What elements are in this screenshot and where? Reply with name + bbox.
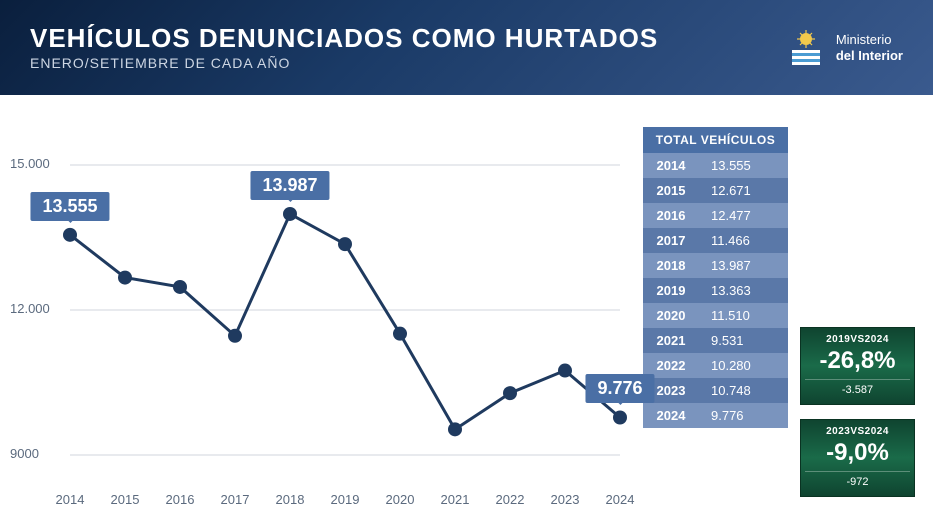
value-cell: 9.776 [699, 403, 788, 428]
value-cell: 10.748 [699, 378, 788, 403]
year-cell: 2019 [643, 278, 699, 303]
value-callout: 13.555 [30, 192, 109, 221]
table-row: 202011.510 [643, 303, 788, 328]
value-callout: 9.776 [585, 374, 654, 403]
year-cell: 2020 [643, 303, 699, 328]
year-cell: 2016 [643, 203, 699, 228]
side-panel: TOTAL VEHÍCULOS 201413.555201512.6712016… [633, 95, 933, 525]
comparison-box: 2023VS2024 -9,0% -972 [800, 419, 915, 497]
comparison-diff: -972 [805, 471, 910, 488]
value-cell: 13.363 [699, 278, 788, 303]
year-cell: 2018 [643, 253, 699, 278]
value-cell: 9.531 [699, 328, 788, 353]
comparison-box: 2019VS2024 -26,8% -3.587 [800, 327, 915, 405]
x-axis-label: 2016 [166, 492, 195, 507]
ministry-name: Ministerio del Interior [836, 32, 903, 63]
totals-table: TOTAL VEHÍCULOS 201413.555201512.6712016… [643, 127, 788, 505]
table-header: TOTAL VEHÍCULOS [643, 127, 788, 153]
page-subtitle: ENERO/SETIEMBRE DE CADA AÑO [30, 55, 786, 71]
chart-svg [60, 115, 630, 485]
table-row: 201913.363 [643, 278, 788, 303]
table-body: 201413.555201512.671201612.477201711.466… [643, 153, 788, 428]
ministry-logo: Ministerio del Interior [786, 28, 903, 68]
table-row: 202210.280 [643, 353, 788, 378]
page-title: VEHÍCULOS DENUNCIADOS COMO HURTADOS [30, 24, 786, 53]
value-cell: 11.510 [699, 303, 788, 328]
year-cell: 2024 [643, 403, 699, 428]
x-axis-label: 2023 [551, 492, 580, 507]
x-axis-label: 2022 [496, 492, 525, 507]
x-axis-label: 2019 [331, 492, 360, 507]
x-axis-label: 2018 [276, 492, 305, 507]
year-cell: 2015 [643, 178, 699, 203]
value-cell: 10.280 [699, 353, 788, 378]
table-row: 20219.531 [643, 328, 788, 353]
comparison-column: 2019VS2024 -26,8% -3.587 2023VS2024 -9,0% -97… [800, 127, 915, 505]
sun-emblem-icon [786, 28, 826, 68]
header-banner: VEHÍCULOS DENUNCIADOS COMO HURTADOS ENER… [0, 0, 933, 95]
year-cell: 2014 [643, 153, 699, 178]
year-cell: 2021 [643, 328, 699, 353]
value-cell: 12.477 [699, 203, 788, 228]
value-callout: 13.987 [250, 171, 329, 200]
value-cell: 11.466 [699, 228, 788, 253]
x-axis-label: 2017 [221, 492, 250, 507]
x-axis-label: 2020 [386, 492, 415, 507]
comparison-label: 2019VS2024 [805, 334, 910, 345]
x-axis-label: 2024 [606, 492, 635, 507]
x-axis-label: 2015 [111, 492, 140, 507]
value-cell: 13.987 [699, 253, 788, 278]
comparison-diff: -3.587 [805, 379, 910, 396]
x-axis-label: 2014 [56, 492, 85, 507]
content-area: 900012.00015.000201420152016201720182019… [0, 95, 933, 525]
year-cell: 2017 [643, 228, 699, 253]
value-cell: 12.671 [699, 178, 788, 203]
y-axis-label: 9000 [10, 446, 39, 461]
y-axis-label: 15.000 [10, 156, 50, 171]
line-chart: 9000 12.000 15.000 2014 2015 2016 2017 2018 2019… [0, 95, 633, 525]
table-row: 201711.466 [643, 228, 788, 253]
table-row: 201512.671 [643, 178, 788, 203]
table-row: 20249.776 [643, 403, 788, 428]
table-row: 202310.748 [643, 378, 788, 403]
value-cell: 13.555 [699, 153, 788, 178]
x-axis-label: 2021 [441, 492, 470, 507]
table-row: 201612.477 [643, 203, 788, 228]
table-row: 201413.555 [643, 153, 788, 178]
table-row: 201813.987 [643, 253, 788, 278]
y-axis-label: 12.000 [10, 301, 50, 316]
comparison-percent: -26,8% [805, 347, 910, 375]
comparison-percent: -9,0% [805, 439, 910, 467]
comparison-label: 2023VS2024 [805, 426, 910, 437]
header-text: VEHÍCULOS DENUNCIADOS COMO HURTADOS ENER… [30, 24, 786, 71]
